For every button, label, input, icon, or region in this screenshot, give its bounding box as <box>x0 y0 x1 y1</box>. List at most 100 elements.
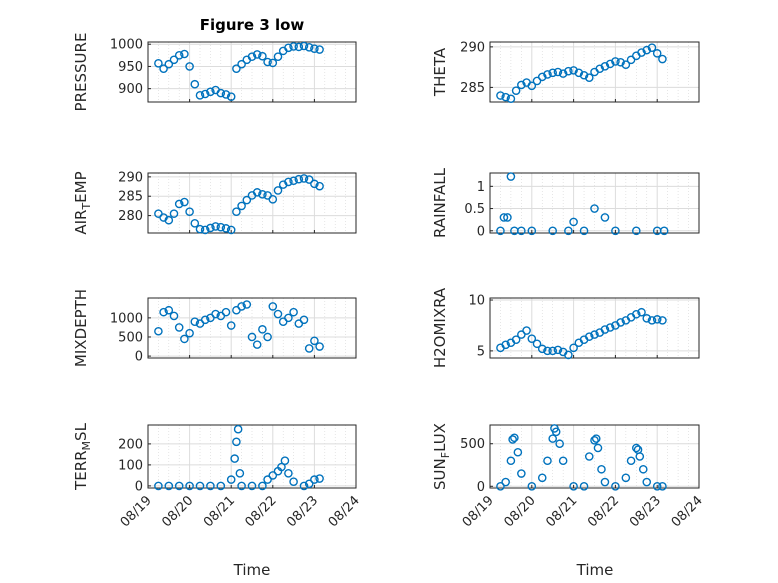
data-point <box>553 345 563 355</box>
data-point <box>569 481 578 491</box>
data-point <box>226 92 236 101</box>
data-point <box>226 225 236 235</box>
y-tick-label: 10 <box>468 294 485 309</box>
data-point <box>652 315 662 324</box>
data-point <box>647 316 657 325</box>
data-point <box>247 481 257 491</box>
y-axis-label: THETA <box>431 47 449 97</box>
data-point <box>569 343 578 353</box>
data-point <box>633 445 643 454</box>
data-point <box>216 88 226 98</box>
x-tick-label: 08/19 <box>460 493 497 530</box>
data-point <box>496 91 505 100</box>
data-point <box>511 86 521 95</box>
data-point <box>564 66 573 76</box>
data-point <box>590 330 599 339</box>
subplot-air-temp: 280 285 290 AIRTEMP <box>72 170 357 235</box>
data-point <box>289 176 298 186</box>
data-point <box>195 481 205 491</box>
data-point <box>548 346 558 356</box>
data-point <box>174 481 184 491</box>
data-point <box>304 344 314 353</box>
data-point <box>591 434 601 443</box>
data-point <box>652 49 662 58</box>
data-point <box>252 188 262 197</box>
data-point <box>638 464 648 474</box>
x-tick-label: 08/21 <box>201 493 238 530</box>
data-point <box>564 350 573 360</box>
data-point <box>611 226 620 236</box>
data-point <box>154 326 163 336</box>
y-tick-label: 900 <box>118 82 143 97</box>
data-point <box>513 447 523 457</box>
data-point <box>169 311 179 321</box>
x-tick-label: 08/19 <box>118 493 155 530</box>
y-tick-label: 100 <box>118 458 143 473</box>
data-point <box>658 481 667 491</box>
data-point <box>527 334 537 343</box>
data-point <box>232 64 241 73</box>
data-point <box>555 439 564 449</box>
y-axis-label: TERRMSL <box>72 422 93 491</box>
data-point <box>584 332 594 341</box>
data-point <box>284 43 293 53</box>
data-point <box>258 51 267 61</box>
data-point <box>232 207 241 217</box>
data-point <box>310 179 319 189</box>
y-tick-label: 1000 <box>110 38 143 53</box>
y-tick-label: 500 <box>460 437 485 452</box>
data-point <box>548 68 558 78</box>
data-point <box>216 222 226 232</box>
data-point <box>310 44 319 53</box>
y-tick-label: 0 <box>477 224 485 239</box>
data-point <box>537 344 547 354</box>
data-point <box>551 427 561 437</box>
data-point <box>517 226 526 236</box>
data-point <box>652 481 662 491</box>
data-point <box>503 213 512 222</box>
data-point <box>190 79 200 89</box>
data-point <box>294 174 304 184</box>
data-point <box>164 59 174 69</box>
data-point <box>247 332 257 342</box>
data-point <box>579 70 589 80</box>
data-point <box>593 443 603 453</box>
data-point <box>164 481 174 491</box>
axes-box <box>147 41 357 103</box>
data-point <box>299 174 309 183</box>
y-axis-label: SUNFLUX <box>431 423 452 490</box>
data-point <box>659 226 669 236</box>
subplot-terr-msl: 0 100 200 TERRMSL 08/19 08/20 08/21 08/22 08/23 0… <box>72 422 363 530</box>
axes-box <box>147 172 357 234</box>
data-point <box>600 325 610 334</box>
x-tick-label: 08/24 <box>326 493 363 530</box>
data-point <box>517 330 526 339</box>
y-axis-label: H2OMIXRA <box>431 287 449 368</box>
data-point <box>211 309 220 319</box>
data-point <box>180 197 189 207</box>
data-point <box>226 475 236 484</box>
y-tick-label: 0 <box>135 479 143 494</box>
y-tick-label: 5 <box>477 344 485 359</box>
y-tick-label: 950 <box>118 60 143 75</box>
data-point <box>273 309 283 319</box>
y-tick-label: 500 <box>118 330 143 345</box>
data-point <box>299 315 309 325</box>
data-point <box>284 468 293 478</box>
data-point <box>584 73 594 82</box>
data-point <box>543 346 552 356</box>
data-point <box>532 76 542 86</box>
data-point <box>499 213 509 222</box>
data-point <box>304 175 314 184</box>
data-point <box>237 59 246 69</box>
y-tick-label: 0.5 <box>464 202 485 217</box>
data-point <box>206 87 215 97</box>
subplot-h2omixra: 5 10 H2OMIXRA <box>431 287 700 368</box>
data-point <box>548 434 558 443</box>
data-point <box>611 481 620 491</box>
axes-box <box>489 424 700 489</box>
data-point <box>164 305 174 315</box>
data-point <box>564 226 573 236</box>
